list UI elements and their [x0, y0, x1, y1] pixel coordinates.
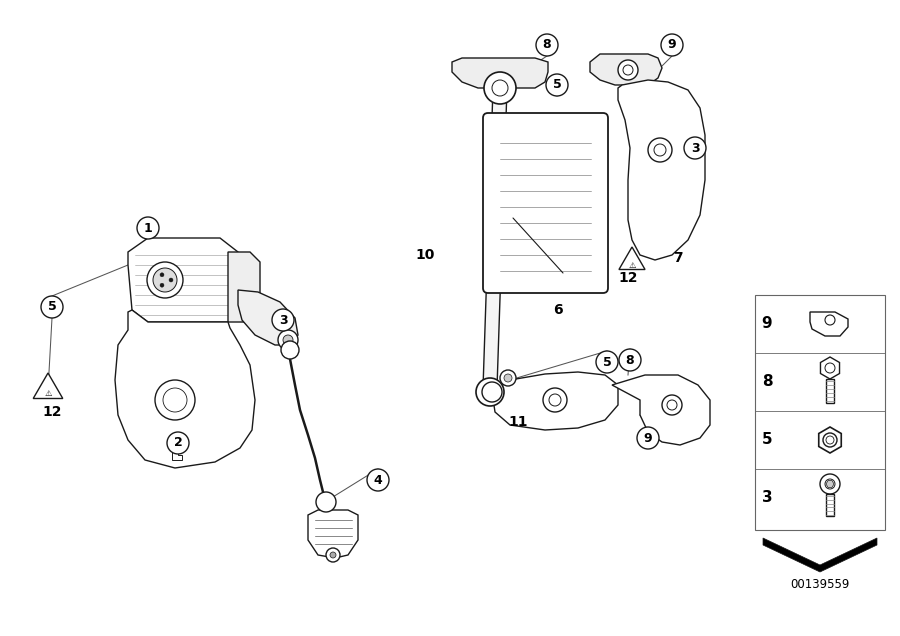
Polygon shape [228, 252, 260, 322]
Text: 5: 5 [603, 356, 611, 368]
Polygon shape [483, 88, 507, 388]
Text: 3: 3 [690, 141, 699, 155]
Text: ⚠: ⚠ [44, 389, 52, 398]
Text: 8: 8 [543, 39, 552, 52]
Circle shape [500, 370, 516, 386]
Bar [826, 494, 834, 516]
Text: 10: 10 [415, 248, 435, 262]
Circle shape [825, 363, 835, 373]
Polygon shape [33, 373, 63, 399]
Circle shape [596, 351, 618, 373]
Circle shape [169, 278, 173, 282]
Circle shape [137, 217, 159, 239]
Text: 8: 8 [761, 375, 772, 389]
Circle shape [667, 400, 677, 410]
Polygon shape [590, 54, 662, 85]
Circle shape [476, 378, 504, 406]
Circle shape [272, 309, 294, 331]
Polygon shape [763, 538, 877, 572]
Polygon shape [492, 372, 618, 430]
Circle shape [662, 395, 682, 415]
Circle shape [153, 268, 177, 292]
Text: 9: 9 [761, 317, 772, 331]
Circle shape [278, 330, 298, 350]
Circle shape [823, 433, 837, 447]
Polygon shape [821, 357, 840, 379]
Polygon shape [128, 238, 240, 322]
Circle shape [492, 80, 508, 96]
Circle shape [283, 335, 293, 345]
Circle shape [543, 388, 567, 412]
Circle shape [820, 474, 840, 494]
Circle shape [654, 144, 666, 156]
Circle shape [41, 296, 63, 318]
Text: 5: 5 [553, 78, 562, 92]
Text: 1: 1 [144, 221, 152, 235]
Circle shape [155, 380, 195, 420]
Circle shape [482, 382, 502, 402]
Text: 00139559: 00139559 [790, 579, 850, 591]
Text: 5: 5 [48, 300, 57, 314]
Circle shape [661, 34, 683, 56]
Circle shape [147, 262, 183, 298]
Circle shape [326, 548, 340, 562]
Text: 9: 9 [668, 39, 676, 52]
Circle shape [160, 273, 164, 277]
Circle shape [484, 72, 516, 104]
Circle shape [281, 341, 299, 359]
Circle shape [163, 388, 187, 412]
Circle shape [316, 492, 336, 512]
Polygon shape [308, 510, 358, 558]
Text: 6: 6 [554, 303, 562, 317]
Text: ⚠: ⚠ [628, 261, 635, 270]
Circle shape [549, 394, 561, 406]
Circle shape [546, 74, 568, 96]
Text: 7: 7 [673, 251, 683, 265]
Text: 4: 4 [374, 473, 382, 487]
Text: 2: 2 [174, 436, 183, 450]
Polygon shape [819, 427, 842, 453]
FancyBboxPatch shape [483, 113, 608, 293]
Circle shape [623, 65, 633, 75]
Polygon shape [619, 247, 645, 270]
Polygon shape [238, 290, 298, 345]
Text: 3: 3 [279, 314, 287, 326]
Circle shape [330, 552, 336, 558]
Circle shape [826, 436, 834, 444]
Text: 8: 8 [626, 354, 634, 366]
Circle shape [504, 374, 512, 382]
Polygon shape [612, 375, 710, 445]
Circle shape [825, 479, 835, 489]
Text: 11: 11 [508, 415, 527, 429]
Circle shape [167, 432, 189, 454]
Circle shape [825, 315, 835, 325]
Polygon shape [172, 445, 182, 460]
Text: 9: 9 [644, 431, 652, 445]
Text: 5: 5 [761, 432, 772, 448]
Circle shape [483, 385, 497, 399]
Polygon shape [618, 80, 705, 260]
Text: 12: 12 [618, 271, 638, 285]
Circle shape [619, 349, 641, 371]
Text: 3: 3 [761, 490, 772, 506]
Circle shape [536, 34, 558, 56]
Circle shape [684, 137, 706, 159]
Circle shape [367, 469, 389, 491]
Polygon shape [826, 481, 834, 487]
Circle shape [637, 427, 659, 449]
Bar [826, 379, 834, 403]
Circle shape [618, 60, 638, 80]
Polygon shape [115, 310, 255, 468]
Polygon shape [452, 58, 548, 88]
Circle shape [648, 138, 672, 162]
Polygon shape [810, 312, 848, 336]
Text: 12: 12 [42, 405, 62, 419]
Circle shape [160, 283, 164, 287]
Bar [755, 295, 885, 530]
